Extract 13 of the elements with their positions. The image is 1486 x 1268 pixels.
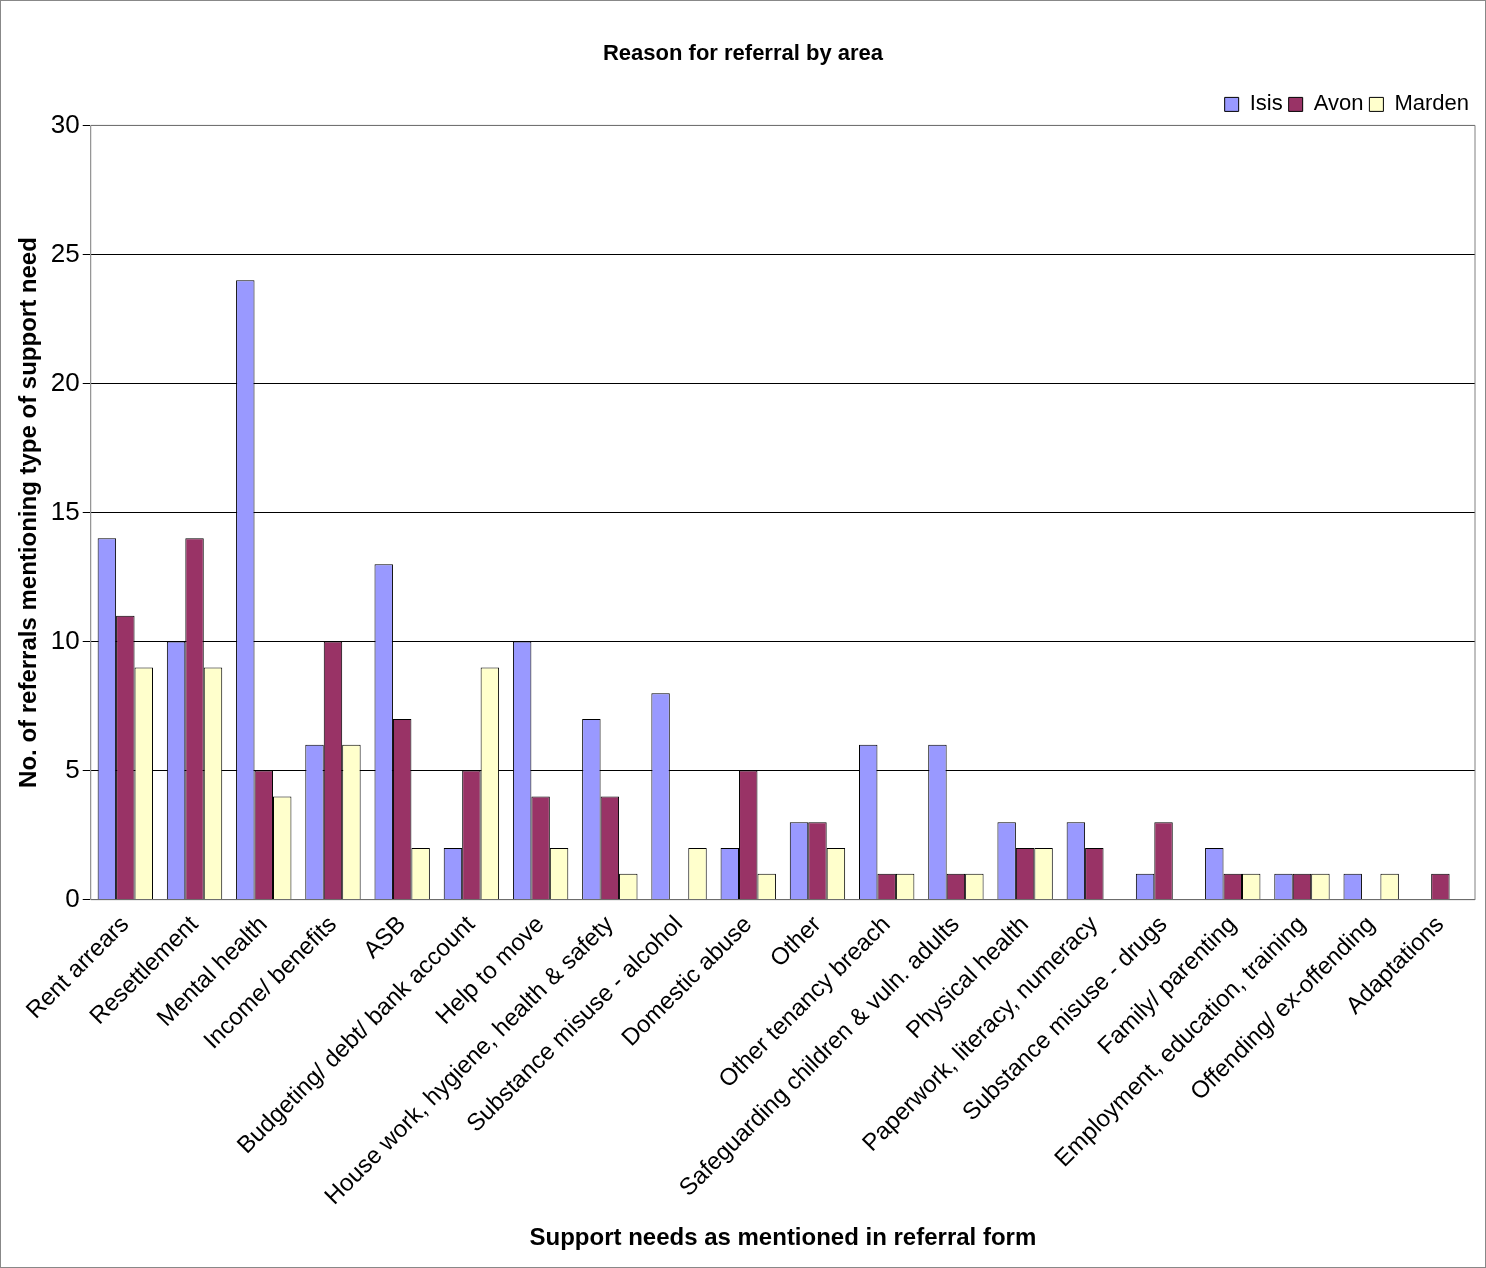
x-axis-title: Support needs as mentioned in referral form [529,1223,1037,1251]
y-axis-title: No. of referrals mentioning type of support need [14,237,42,788]
y-tick-label: 30 [50,108,80,139]
chart-title: Reason for referral by area [602,40,884,66]
y-tick-label: 25 [50,237,80,268]
legend-label: Marden [1394,90,1469,116]
y-tick-label: 0 [65,882,80,913]
legend-label: Avon [1313,90,1364,116]
y-tick-label: 20 [50,366,80,397]
legend-label: Isis [1249,90,1283,116]
y-tick-label: 10 [50,624,80,655]
y-tick-label: 5 [65,753,80,784]
y-tick-label: 15 [50,495,80,526]
